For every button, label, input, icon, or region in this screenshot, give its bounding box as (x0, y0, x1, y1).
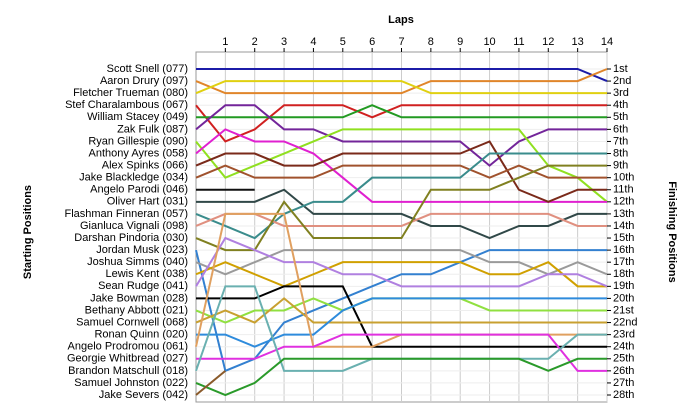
position-line (195, 357, 607, 397)
driver-label: Angelo Parodi (046) (90, 184, 188, 196)
y2-tick-label: 8th (613, 147, 628, 159)
driver-label: Scott Snell (077) (107, 63, 188, 75)
driver-label: Jake Blackledge (034) (79, 172, 188, 184)
y2-tick-label: 7th (613, 135, 628, 147)
position-line (195, 68, 608, 95)
y2-tick-label: 27th (613, 377, 634, 389)
x-tick-label: 1 (222, 36, 228, 48)
y2-tick-label: 11th (613, 184, 634, 196)
y2-tick-label: 3rd (613, 87, 629, 99)
driver-label: Joshua Simms (040) (87, 256, 188, 268)
x-tick-label: 14 (601, 36, 613, 48)
driver-label: Alex Spinks (066) (102, 159, 188, 171)
y2-tick-label: 9th (613, 159, 628, 171)
x-tick-label: 3 (281, 36, 287, 48)
driver-label: Fletcher Trueman (080) (73, 87, 188, 99)
position-line (196, 333, 607, 372)
position-line (195, 152, 607, 240)
driver-label: Ryan Gillespie (090) (88, 135, 188, 147)
driver-label: Oliver Hart (031) (107, 196, 188, 208)
x-tick-label: 5 (340, 36, 346, 48)
y2-tick-label: 28th (613, 389, 634, 401)
position-line (195, 164, 607, 179)
driver-label: Bethany Abbott (021) (85, 304, 188, 316)
y2-tick-label: 15th (613, 232, 634, 244)
y2-tick-label: 24th (613, 341, 634, 353)
y2-axis-label: Finishing Positions (666, 181, 678, 282)
driver-label: Stef Charalambous (067) (65, 99, 188, 111)
y2-tick-label: 25th (613, 353, 634, 365)
driver-label: Jake Bowman (028) (90, 292, 188, 304)
position-line (195, 164, 607, 252)
position-line (195, 80, 607, 95)
driver-label: Brandon Matschull (018) (68, 365, 188, 377)
y2-tick-label: 26th (613, 365, 634, 377)
y2-tick-label: 14th (613, 220, 634, 232)
driver-label: Samuel Cornwell (068) (76, 316, 188, 328)
position-line (195, 370, 226, 396)
x-tick-label: 8 (428, 36, 434, 48)
x-tick-label: 4 (310, 36, 316, 48)
driver-label: Zak Fulk (087) (117, 123, 188, 135)
driver-label: Samuel Johnston (022) (74, 377, 188, 389)
position-line (195, 261, 607, 288)
driver-label: Jake Severs (042) (99, 389, 188, 401)
x-tick-label: 13 (572, 36, 584, 48)
y2-tick-label: 12th (613, 196, 634, 208)
y2-tick-label: 2nd (613, 75, 631, 87)
y2-tick-label: 4th (613, 99, 628, 111)
driver-label: Darshan Pindoria (030) (74, 232, 188, 244)
position-line (195, 140, 607, 203)
y2-tick-label: 5th (613, 111, 628, 123)
x-tick-label: 6 (369, 36, 375, 48)
x-tick-label: 7 (398, 36, 404, 48)
y2-tick-label: 6th (613, 123, 628, 135)
y2-tick-label: 18th (613, 268, 634, 280)
driver-label: Flashman Finneran (057) (64, 208, 188, 220)
y2-tick-label: 13th (613, 208, 634, 220)
y2-tick-label: 19th (613, 280, 634, 292)
x-tick-label: 2 (252, 36, 258, 48)
x-tick-label: 11 (513, 36, 524, 48)
y2-tick-label: 22nd (613, 316, 637, 328)
driver-label: Georgie Whitbread (027) (67, 353, 188, 365)
position-line (196, 285, 607, 348)
position-line (196, 297, 607, 348)
driver-label: Angelo Prodromou (061) (68, 341, 188, 353)
y-axis-label: Starting Positions (22, 185, 34, 279)
position-line (195, 128, 607, 203)
position-line (195, 104, 607, 143)
position-line (196, 104, 607, 119)
driver-label: William Stacey (049) (87, 111, 188, 123)
y2-tick-label: 10th (613, 172, 634, 184)
driver-label: Sean Rudge (041) (98, 280, 188, 292)
y2-tick-label: 16th (613, 244, 634, 256)
position-line (195, 249, 607, 373)
position-line (196, 188, 607, 240)
position-line (195, 249, 608, 276)
driver-label: Anthony Ayres (058) (89, 147, 188, 159)
position-line (195, 236, 608, 288)
position-line (196, 68, 608, 82)
driver-label: Jordan Musk (023) (96, 244, 188, 256)
y2-tick-label: 23rd (613, 329, 635, 341)
position-line (195, 212, 607, 227)
driver-label: Ronan Quinn (020) (94, 329, 188, 341)
y2-tick-label: 1st (613, 63, 628, 75)
driver-label: Gianluca Vignali (098) (80, 220, 188, 232)
y2-tick-label: 21st (613, 304, 634, 316)
driver-label: Aaron Drury (097) (100, 75, 188, 87)
x-tick-label: 9 (457, 36, 463, 48)
y2-tick-label: 20th (613, 292, 634, 304)
driver-label: Lewis Kent (038) (105, 268, 188, 280)
chart-title: Laps (388, 14, 414, 26)
position-line (195, 104, 607, 167)
x-tick-label: 10 (483, 36, 495, 48)
y2-tick-label: 17th (613, 256, 634, 268)
x-tick-label: 12 (542, 36, 554, 48)
